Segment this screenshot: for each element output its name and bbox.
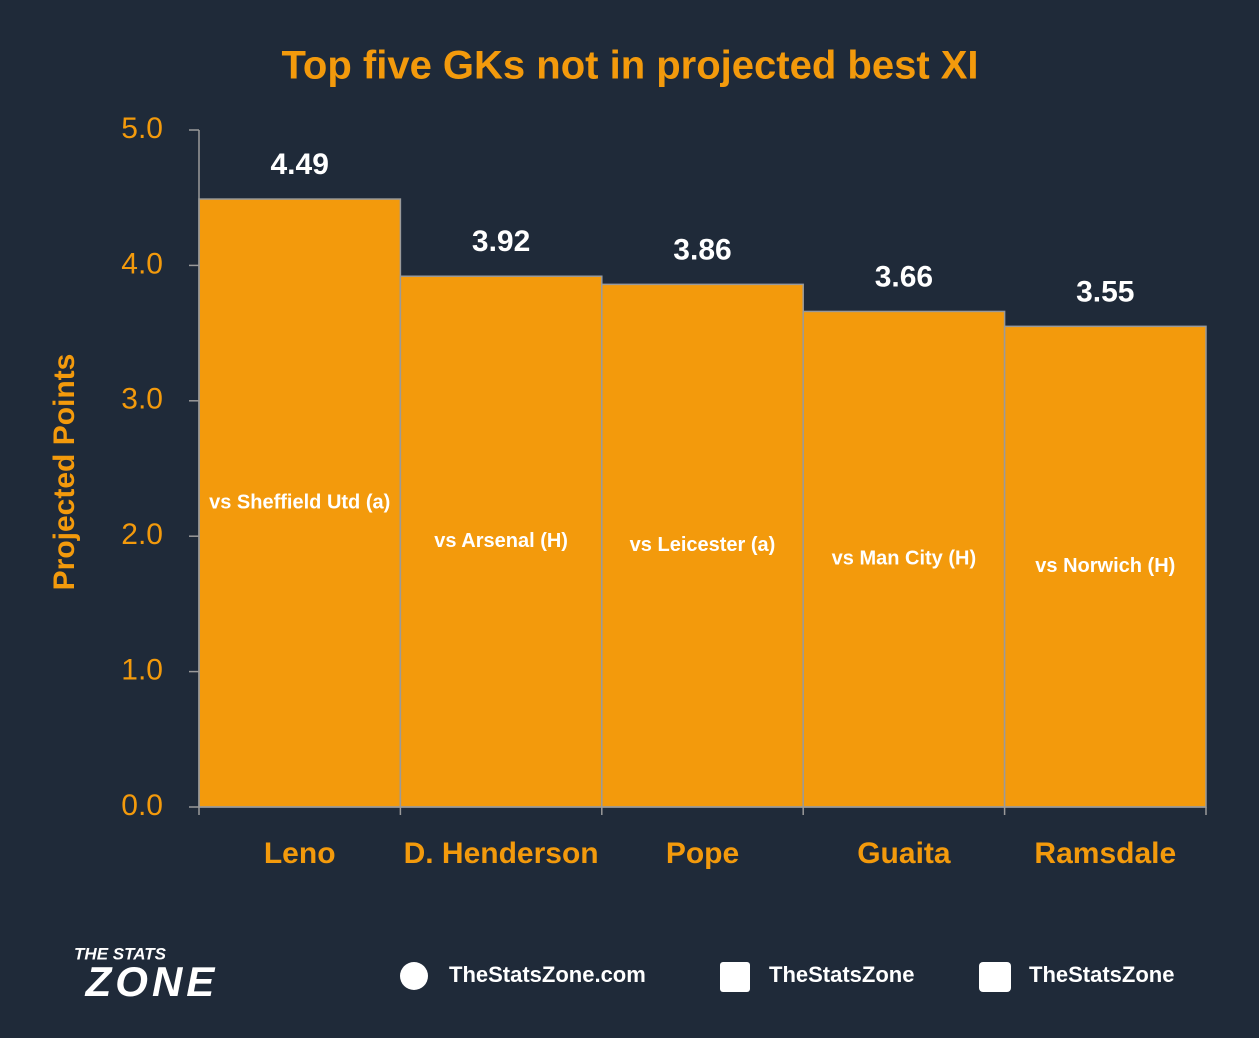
value-label: 3.66 xyxy=(875,260,933,293)
x-tick-label: Pope xyxy=(666,837,739,870)
x-tick-label: Guaita xyxy=(857,837,951,870)
chart-title: Top five GKs not in projected best XI xyxy=(281,44,978,88)
twitter: TheStatsZone xyxy=(1029,962,1174,987)
bar xyxy=(399,275,603,808)
globe-icon xyxy=(400,962,428,990)
y-tick-label: 2.0 xyxy=(121,518,163,551)
bar xyxy=(601,283,804,808)
logo-bottom: ZONE xyxy=(85,958,219,1005)
facebook: TheStatsZone xyxy=(769,962,914,987)
bar xyxy=(1003,325,1207,808)
y-tick-label: 4.0 xyxy=(121,247,163,280)
y-tick-label: 5.0 xyxy=(121,112,163,145)
y-tick-label: 3.0 xyxy=(121,383,163,416)
bar xyxy=(198,198,402,808)
y-axis-label: Projected Points xyxy=(48,354,81,591)
value-label: 3.55 xyxy=(1076,275,1134,308)
bar-label: vs Sheffield Utd (a) xyxy=(209,491,390,513)
y-tick-label: 0.0 xyxy=(121,789,163,822)
value-label: 3.92 xyxy=(472,225,530,258)
x-tick-label: D. Henderson xyxy=(404,837,599,870)
bar-label: vs Arsenal (H) xyxy=(434,530,568,552)
y-tick-label: 1.0 xyxy=(121,654,163,687)
x-tick-label: Leno xyxy=(264,837,336,870)
twitter-icon xyxy=(979,962,1011,992)
bar-label: vs Man City (H) xyxy=(832,547,976,569)
bar-label: vs Norwich (H) xyxy=(1035,555,1175,577)
footer: THE STATS ZONE TheStatsZone.com TheStats… xyxy=(74,944,1174,1005)
x-tick-label: Ramsdale xyxy=(1034,837,1176,870)
logo-top: THE STATS xyxy=(74,944,167,963)
bar-label: vs Leicester (a) xyxy=(630,534,776,556)
value-label: 4.49 xyxy=(271,148,329,181)
value-label: 3.86 xyxy=(673,233,731,266)
website: TheStatsZone.com xyxy=(449,962,646,987)
facebook-icon xyxy=(720,962,750,992)
